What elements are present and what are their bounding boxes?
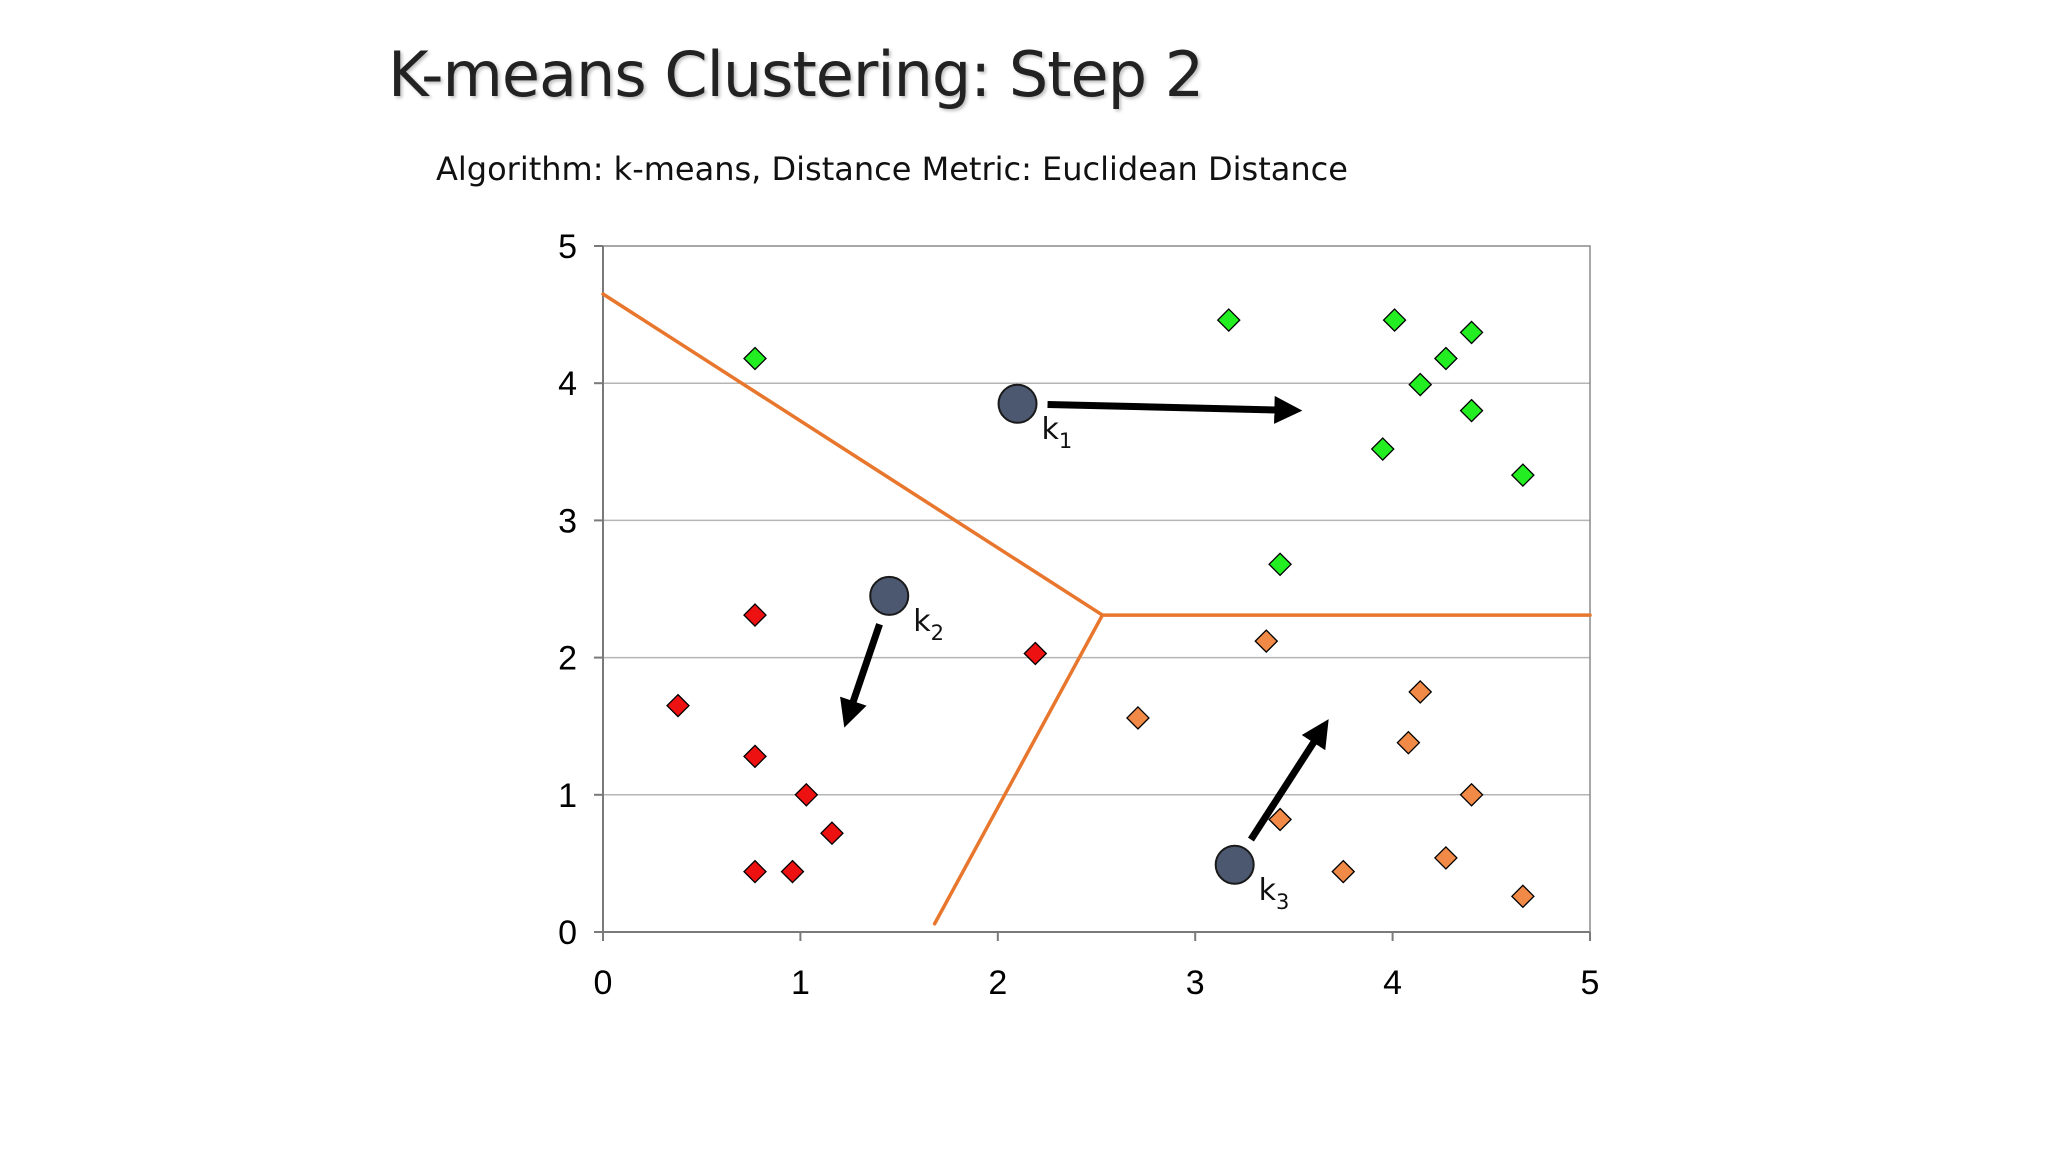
centroid-arrow-k1 [1047, 395, 1303, 424]
data-point-green [1408, 372, 1433, 397]
y-tick-label: 0 [558, 914, 577, 952]
data-point-orange [1433, 845, 1458, 870]
data-point-orange [1331, 859, 1356, 884]
cluster-boundaries [601, 292, 1592, 926]
data-point-red [666, 693, 690, 718]
centroid-subscript: 3 [1276, 890, 1289, 914]
x-tick-label: 3 [1186, 964, 1205, 1002]
boundary-line-3 [932, 613, 1105, 926]
boundary-line-1 [601, 292, 1105, 617]
data-point-green [1382, 308, 1407, 333]
x-tick-label: 1 [791, 964, 810, 1002]
x-tick-label: 4 [1383, 964, 1402, 1002]
x-tick-label: 5 [1581, 964, 1600, 1002]
centroid-label-k3: k3 [1259, 873, 1290, 914]
data-point-green [1433, 346, 1458, 371]
axes [594, 245, 1591, 941]
centroid-label-k2: k2 [913, 604, 944, 645]
centroid-k1 [997, 383, 1038, 424]
data-points [666, 308, 1535, 909]
data-point-orange [1254, 629, 1279, 654]
data-point-red [743, 859, 767, 884]
data-point-red [780, 859, 805, 884]
data-point-green [743, 346, 767, 371]
y-tick-label: 2 [558, 640, 577, 678]
plot-frame [602, 245, 1591, 933]
y-tick-label: 4 [558, 365, 577, 403]
centroid-subscript: 2 [931, 621, 944, 645]
centroid-k2 [869, 575, 910, 616]
data-point-green [1216, 308, 1241, 333]
centroids: k1 k2 k3 [869, 383, 1290, 914]
centroid-arrow-k3 [1248, 719, 1329, 842]
tick-labels: 0 1 2 3 4 5 0 1 2 3 4 5 [558, 228, 1599, 1002]
data-point-red [820, 821, 844, 846]
slide-title: K-means Clustering: Step 2 [388, 38, 1204, 111]
gridlines [603, 382, 1590, 796]
data-point-orange [1126, 706, 1150, 730]
data-point-orange [1459, 782, 1484, 807]
data-point-green [1370, 437, 1395, 461]
centroid-subscript: 1 [1059, 429, 1072, 453]
data-point-red [794, 782, 819, 807]
data-point-green [1459, 398, 1484, 423]
y-tick-label: 5 [558, 228, 577, 266]
slide-subtitle: Algorithm: k-means, Distance Metric: Euc… [436, 150, 1348, 188]
centroid-arrow-k2 [840, 623, 883, 728]
x-tick-label: 0 [594, 964, 613, 1002]
data-point-red [743, 744, 767, 769]
centroid-k3 [1214, 844, 1255, 885]
data-point-orange [1396, 730, 1421, 755]
data-point-green [1510, 463, 1535, 488]
data-point-green [1268, 552, 1293, 577]
data-point-red [743, 603, 767, 627]
data-point-orange [1510, 884, 1535, 909]
y-tick-label: 3 [558, 502, 577, 540]
y-tick-label: 1 [558, 777, 577, 815]
data-point-orange [1268, 807, 1293, 832]
data-point-red [1023, 641, 1048, 666]
data-point-green [1459, 320, 1484, 345]
centroid-label-k1: k1 [1042, 412, 1073, 453]
centroid-arrows [840, 395, 1329, 842]
x-tick-label: 2 [988, 964, 1007, 1002]
data-point-orange [1408, 679, 1433, 704]
